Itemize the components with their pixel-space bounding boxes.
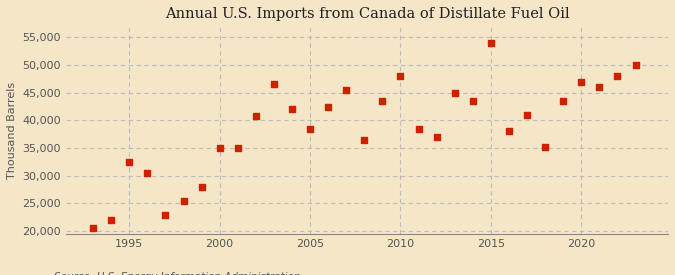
Point xyxy=(214,146,225,150)
Point xyxy=(558,99,568,103)
Point xyxy=(142,171,153,175)
Point xyxy=(196,185,207,189)
Point xyxy=(178,199,189,203)
Title: Annual U.S. Imports from Canada of Distillate Fuel Oil: Annual U.S. Imports from Canada of Disti… xyxy=(165,7,569,21)
Point xyxy=(395,74,406,78)
Point xyxy=(576,79,587,84)
Text: Source: U.S. Energy Information Administration: Source: U.S. Energy Information Administ… xyxy=(54,273,300,275)
Point xyxy=(450,90,460,95)
Point xyxy=(431,135,442,139)
Point xyxy=(630,63,641,67)
Point xyxy=(160,212,171,217)
Point xyxy=(522,113,533,117)
Point xyxy=(323,104,333,109)
Point xyxy=(287,107,298,112)
Point xyxy=(504,129,514,134)
Point xyxy=(612,74,623,78)
Point xyxy=(540,145,551,149)
Point xyxy=(594,85,605,89)
Point xyxy=(359,138,370,142)
Point xyxy=(341,88,352,92)
Point xyxy=(88,226,99,231)
Point xyxy=(467,99,478,103)
Point xyxy=(232,146,243,150)
Point xyxy=(106,218,117,222)
Point xyxy=(485,41,496,45)
Point xyxy=(124,160,135,164)
Point xyxy=(377,99,388,103)
Point xyxy=(250,114,261,118)
Y-axis label: Thousand Barrels: Thousand Barrels xyxy=(7,82,17,179)
Point xyxy=(269,82,279,87)
Point xyxy=(304,126,315,131)
Point xyxy=(413,126,424,131)
